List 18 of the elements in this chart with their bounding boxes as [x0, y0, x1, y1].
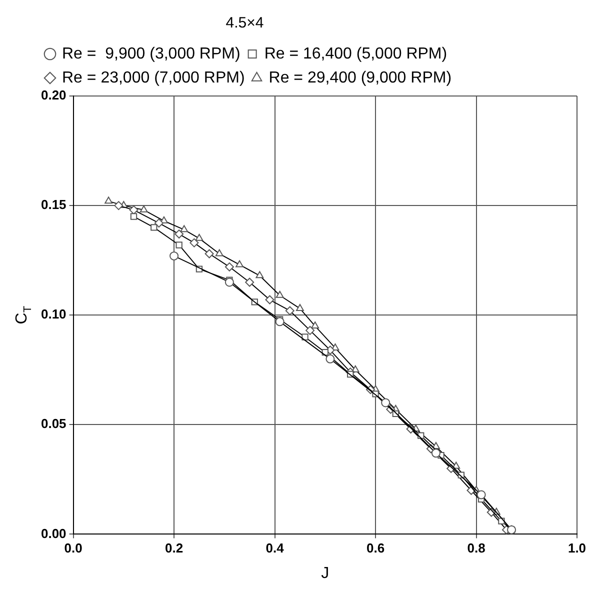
- x-tick-label: 0.8: [467, 540, 486, 556]
- legend-label: Re = 9,900 (3,000 RPM): [62, 45, 240, 62]
- x-tick-label: 0.4: [266, 540, 285, 556]
- x-tick-label: 0.6: [366, 540, 385, 556]
- y-tick-label: 0.10: [40, 306, 66, 322]
- y-tick-label: 0.15: [40, 197, 66, 212]
- x-axis-title: J: [321, 564, 330, 582]
- x-tick-label: 0.0: [64, 540, 82, 556]
- legend-label: Re = 16,400 (5,000 RPM): [264, 45, 448, 62]
- y-tick-label: 0.05: [40, 416, 66, 432]
- y-tick-label: 0.20: [40, 88, 66, 103]
- legend-label: Re = 23,000 (7,000 RPM): [62, 69, 245, 86]
- y-tick-label: 0.00: [40, 526, 66, 541]
- x-tick-label: 1.0: [568, 540, 586, 556]
- x-tick-label: 0.2: [165, 540, 184, 556]
- legend-label: Re = 29,400 (9,000 RPM): [268, 69, 452, 86]
- y-axis-title: CT: [13, 306, 34, 324]
- legend-title: 4.5×4: [226, 14, 264, 32]
